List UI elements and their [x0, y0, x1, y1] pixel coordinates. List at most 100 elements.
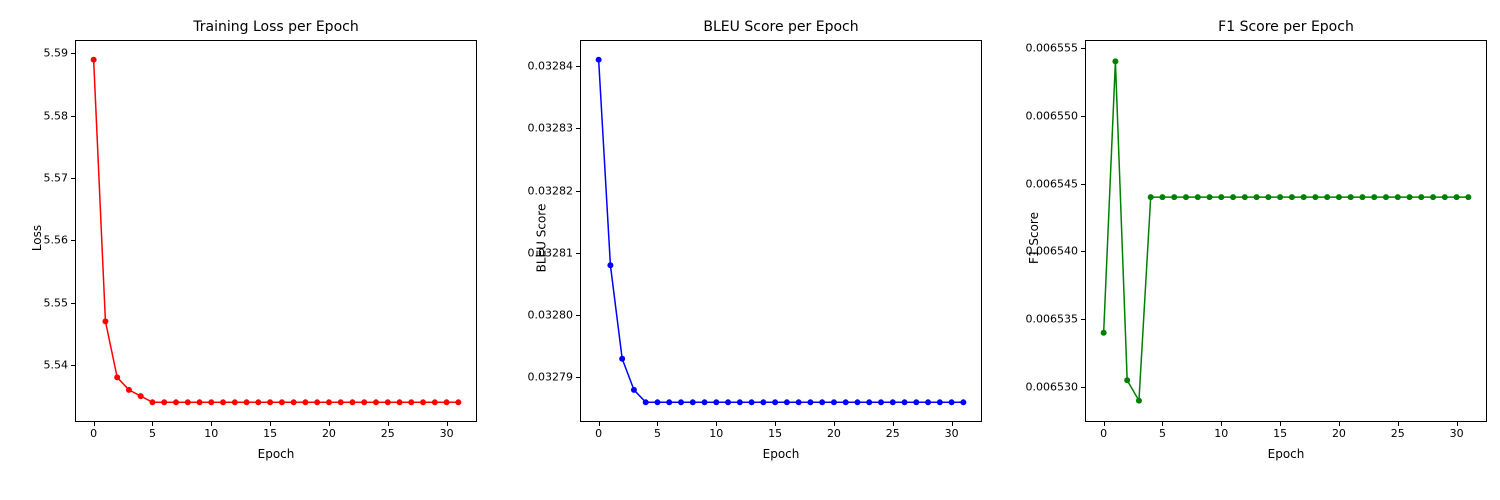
data-point: [596, 57, 602, 63]
x-tick-label: 5: [149, 427, 156, 440]
data-point: [796, 399, 802, 405]
x-tick-label: 0: [90, 427, 97, 440]
data-point: [373, 399, 379, 405]
data-point: [1348, 194, 1354, 200]
data-point: [831, 399, 837, 405]
x-tick-label: 30: [945, 427, 959, 440]
y-tick-label: 0.03284: [528, 59, 574, 72]
series-line: [94, 60, 459, 403]
data-point: [1230, 194, 1236, 200]
y-tick: [71, 116, 76, 117]
data-point: [654, 399, 660, 405]
data-point: [1407, 194, 1413, 200]
y-tick-label: 0.006545: [1026, 177, 1079, 190]
x-tick: [270, 421, 271, 426]
y-tick: [576, 191, 581, 192]
data-point: [267, 399, 273, 405]
data-point: [937, 399, 943, 405]
y-tick-label: 5.55: [44, 296, 69, 309]
y-tick: [71, 178, 76, 179]
y-tick: [576, 66, 581, 67]
chart-svg-bleu: [581, 41, 981, 421]
x-tick-label: 20: [827, 427, 841, 440]
x-tick: [1162, 421, 1163, 426]
y-tick-label: 0.03283: [528, 122, 574, 135]
x-tick: [152, 421, 153, 426]
y-tick: [1081, 387, 1086, 388]
x-tick-label: 15: [1273, 427, 1287, 440]
x-tick-label: 30: [440, 427, 454, 440]
data-point: [420, 399, 426, 405]
data-point: [102, 318, 108, 324]
x-tick: [1221, 421, 1222, 426]
data-point: [678, 399, 684, 405]
plot-area-loss: Training Loss per Epoch Epoch Loss 05101…: [75, 40, 477, 422]
y-tick: [576, 253, 581, 254]
y-tick-label: 5.56: [44, 234, 69, 247]
data-point: [1242, 194, 1248, 200]
data-point: [408, 399, 414, 405]
data-point: [725, 399, 731, 405]
data-point: [690, 399, 696, 405]
data-point: [1277, 194, 1283, 200]
data-point: [1183, 194, 1189, 200]
data-point: [866, 399, 872, 405]
y-tick-label: 0.03282: [528, 184, 574, 197]
x-tick-label: 5: [654, 427, 661, 440]
data-point: [854, 399, 860, 405]
data-point: [185, 399, 191, 405]
x-tick: [447, 421, 448, 426]
data-point: [607, 262, 613, 268]
x-tick: [1280, 421, 1281, 426]
data-point: [925, 399, 931, 405]
data-point: [913, 399, 919, 405]
x-tick-label: 15: [768, 427, 782, 440]
data-point: [197, 399, 203, 405]
y-tick-label: 0.006550: [1026, 109, 1079, 122]
data-point: [702, 399, 708, 405]
x-tick: [599, 421, 600, 426]
data-point: [784, 399, 790, 405]
data-point: [455, 399, 461, 405]
data-point: [1254, 194, 1260, 200]
data-point: [244, 399, 250, 405]
y-tick: [576, 128, 581, 129]
data-point: [1289, 194, 1295, 200]
plot-area-bleu: BLEU Score per Epoch Epoch BLEU Score 05…: [580, 40, 982, 422]
x-tick: [329, 421, 330, 426]
y-tick-label: 5.57: [44, 172, 69, 185]
data-point: [1418, 194, 1424, 200]
data-point: [1207, 194, 1213, 200]
data-point: [1159, 194, 1165, 200]
y-tick: [1081, 319, 1086, 320]
y-tick-label: 5.58: [44, 109, 69, 122]
chart-svg-f1: [1086, 41, 1486, 421]
data-point: [1465, 194, 1471, 200]
x-tick: [211, 421, 212, 426]
data-point: [173, 399, 179, 405]
data-point: [807, 399, 813, 405]
data-point: [960, 399, 966, 405]
data-point: [349, 399, 355, 405]
data-point: [1148, 194, 1154, 200]
y-tick: [576, 315, 581, 316]
x-tick-label: 10: [709, 427, 723, 440]
data-point: [1171, 194, 1177, 200]
data-point: [432, 399, 438, 405]
x-tick: [388, 421, 389, 426]
x-tick: [893, 421, 894, 426]
x-tick-label: 20: [1332, 427, 1346, 440]
subplot-bleu: BLEU Score per Epoch Epoch BLEU Score 05…: [500, 30, 1000, 450]
x-tick-label: 25: [886, 427, 900, 440]
data-point: [361, 399, 367, 405]
x-tick-label: 0: [1100, 427, 1107, 440]
series-line: [1104, 61, 1469, 400]
data-point: [279, 399, 285, 405]
data-point: [643, 399, 649, 405]
data-point: [902, 399, 908, 405]
y-tick-label: 5.54: [44, 358, 69, 371]
x-axis-label: Epoch: [581, 447, 981, 461]
x-tick-label: 15: [263, 427, 277, 440]
data-point: [1195, 194, 1201, 200]
data-point: [161, 399, 167, 405]
